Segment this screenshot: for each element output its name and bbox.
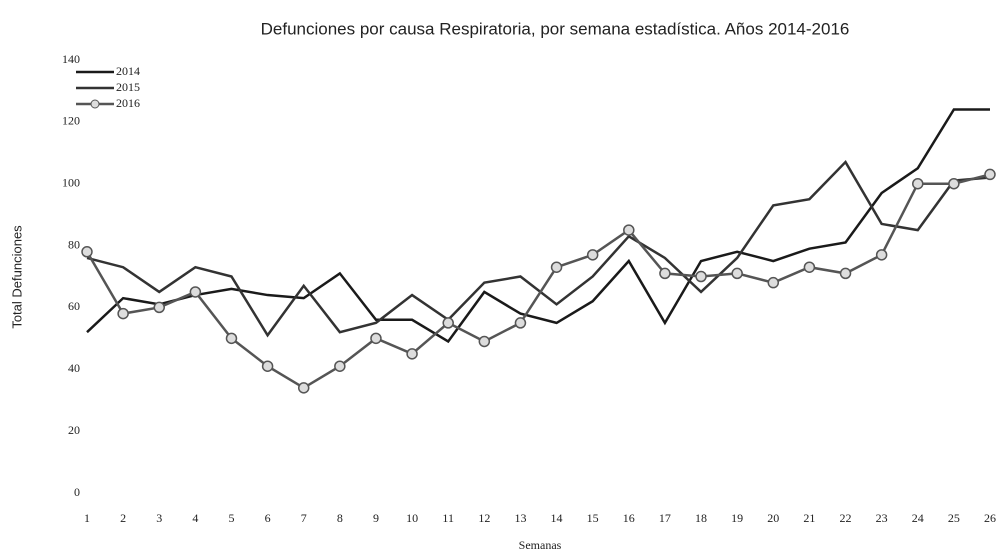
x-tick-label: 25	[948, 511, 960, 525]
x-tick-label: 8	[337, 511, 343, 525]
x-tick-label: 20	[767, 511, 779, 525]
x-tick-label: 24	[912, 511, 924, 525]
x-axis-label: Semanas	[519, 538, 562, 552]
x-tick-label: 26	[984, 511, 996, 525]
x-tick-label: 17	[659, 511, 671, 525]
series-line	[85, 173, 991, 390]
point-marker	[406, 348, 418, 360]
point-marker	[803, 261, 816, 273]
x-tick-label: 16	[623, 511, 635, 525]
x-tick-label: 4	[192, 511, 198, 525]
point-marker	[984, 168, 996, 181]
x-tick-label: 14	[551, 511, 563, 525]
y-tick-label: 80	[68, 237, 80, 251]
point-marker	[731, 267, 743, 280]
series-line	[86, 108, 990, 344]
legend-marker	[90, 99, 100, 109]
x-tick-label: 12	[478, 511, 490, 525]
x-tick-label: 10	[406, 511, 418, 525]
y-tick-label: 40	[68, 361, 80, 375]
x-tick-label: 5	[228, 511, 234, 525]
x-tick-label: 22	[840, 511, 852, 525]
point-marker	[695, 270, 707, 283]
x-tick-label: 21	[803, 511, 815, 525]
x-tick-label: 7	[301, 511, 307, 525]
x-tick-label: 1	[84, 511, 90, 525]
y-axis-label: Total Defunciones	[9, 225, 24, 329]
point-marker	[334, 360, 346, 372]
series-line	[86, 160, 991, 338]
point-marker	[81, 246, 93, 258]
point-marker	[297, 382, 310, 394]
point-marker	[189, 286, 202, 298]
chart-title: Defunciones por causa Respiratoria, por …	[261, 19, 850, 38]
point-marker	[586, 249, 599, 261]
y-tick-label: 140	[62, 52, 80, 66]
point-marker	[948, 177, 960, 190]
x-tick-label: 3	[156, 511, 162, 525]
y-tick-label: 20	[68, 423, 80, 437]
point-marker	[875, 249, 888, 261]
point-marker	[767, 276, 780, 289]
y-tick-label: 0	[74, 485, 80, 499]
x-tick-label: 18	[695, 511, 707, 525]
x-tick-label: 19	[731, 511, 743, 525]
point-marker	[839, 267, 852, 280]
point-marker	[370, 332, 382, 345]
point-marker	[225, 332, 238, 345]
point-marker	[623, 224, 635, 236]
legend-label: 2014	[116, 64, 140, 78]
x-tick-label: 11	[442, 511, 454, 525]
point-marker	[442, 317, 454, 329]
point-marker	[912, 177, 924, 190]
point-marker	[117, 307, 129, 320]
point-marker	[153, 301, 165, 314]
legend-label: 2016	[116, 96, 140, 110]
point-marker	[478, 335, 491, 348]
legend-label: 2015	[116, 80, 140, 94]
x-tick-label: 13	[514, 511, 526, 525]
point-marker	[550, 261, 563, 273]
point-marker	[514, 317, 527, 329]
x-tick-label: 23	[876, 511, 888, 525]
y-tick-label: 60	[68, 299, 80, 313]
y-tick-label: 120	[62, 114, 80, 128]
x-tick-label: 2	[120, 511, 126, 525]
point-marker	[659, 267, 671, 280]
x-tick-label: 6	[265, 511, 271, 525]
y-tick-label: 100	[62, 175, 80, 189]
x-tick-label: 15	[587, 511, 599, 525]
x-tick-label: 9	[373, 511, 379, 525]
point-marker	[261, 360, 274, 372]
